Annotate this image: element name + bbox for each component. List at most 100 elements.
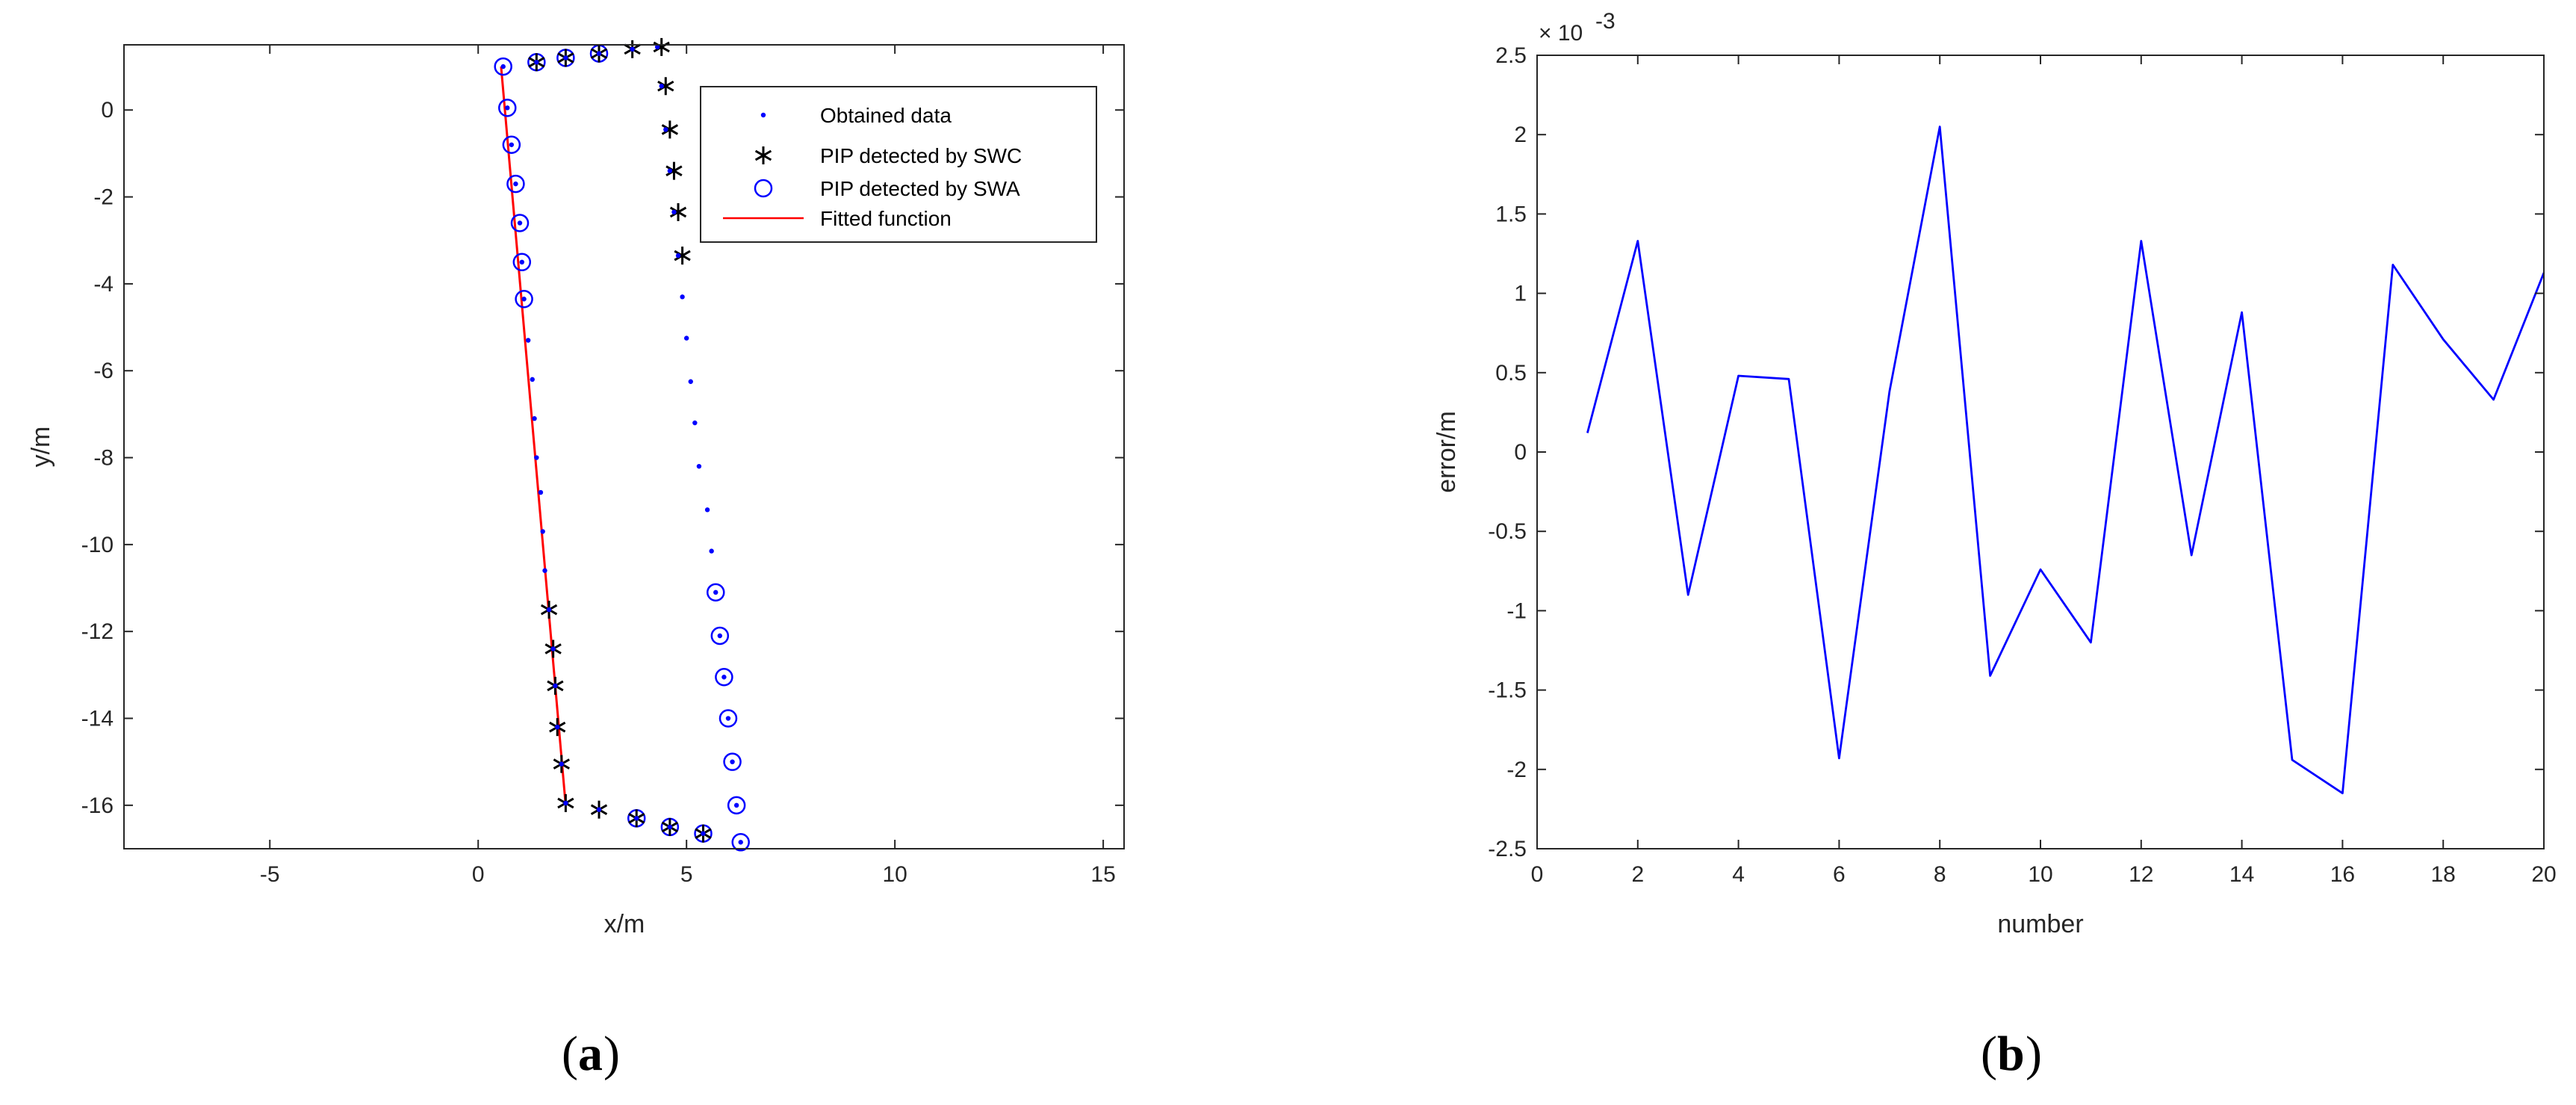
x-tick-label: 8: [1934, 862, 1946, 887]
obtained-data-point: [733, 802, 739, 808]
y-tick-label: -14: [81, 707, 114, 731]
legend-label-obtained-data: Obtained data: [820, 104, 952, 127]
pip-swa-point: [498, 99, 517, 117]
y-ticks-b: 2.5 2 1.5 1 0.5 0 -0.5 -1 -1.5 -2 -2.5: [1488, 43, 2544, 861]
x-tick-label: 10: [882, 862, 907, 887]
panel-label-b: ( b ): [1981, 1027, 2042, 1081]
x-ticks-b: 0 2 4 6 8 10 12 14 16 18 20: [1531, 55, 2557, 887]
pip-swa-point: [502, 135, 521, 155]
chart-a: -5 0 5 10 15 0 -2 -4 -6 -8 -10 -12 -14 -16 x/m y/m O…: [27, 37, 1125, 1081]
scatter-marks-a: [494, 37, 750, 852]
obtained-data-point: [696, 463, 702, 469]
obtained-data-point: [704, 507, 710, 513]
y-tick-label: -0.5: [1488, 519, 1527, 544]
x-tick-label: 20: [2531, 862, 2556, 887]
x-tick-label: 10: [2028, 862, 2052, 887]
y-tick-label: -6: [93, 359, 114, 383]
x-tick-label: 2: [1631, 862, 1644, 887]
obtained-data-point: [654, 44, 660, 50]
obtained-data-point: [532, 415, 537, 421]
panel-label-b-open-paren: (: [1981, 1027, 1997, 1081]
pip-swc-point: [657, 77, 674, 96]
y-axis-label-a: y/m: [27, 427, 55, 468]
obtained-data-point: [659, 84, 664, 89]
obtained-data-point: [546, 607, 552, 613]
obtained-data-point: [692, 420, 698, 426]
y-tick-label: -8: [93, 446, 114, 471]
y-tick-label: 0: [101, 98, 114, 123]
legend-entry-pip-swa: PIP detected by SWA: [754, 177, 1020, 200]
y-tick-label: -1: [1506, 598, 1527, 623]
obtained-data-point: [500, 64, 506, 69]
obtained-data-point: [675, 253, 681, 259]
pip-swc-point: [665, 161, 683, 180]
pip-swa-point: [506, 174, 525, 194]
obtained-data-point: [505, 105, 510, 111]
x-tick-label: 4: [1732, 862, 1745, 887]
plot-frame-a: [123, 44, 1125, 849]
y-axis-label-b: error/m: [1433, 411, 1461, 493]
y-tick-label: 0: [1514, 440, 1527, 465]
y-tick-label: -2: [93, 185, 114, 210]
obtained-data-point: [517, 220, 523, 226]
panel-label-a-close-paren: ): [603, 1027, 620, 1081]
pip-swc-point: [661, 120, 679, 139]
x-tick-label: -5: [260, 862, 280, 887]
legend-dot-marker: [760, 112, 766, 118]
obtained-data-point: [563, 800, 568, 806]
pip-swa-point: [715, 668, 733, 687]
exponent-multiplier: × 10 -3: [1539, 9, 1616, 46]
x-tick-label: 0: [1531, 862, 1544, 887]
legend-circle-marker: [754, 179, 773, 198]
pip-swa-point: [494, 57, 512, 76]
y-tick-label: -12: [81, 619, 114, 644]
obtained-data-point: [513, 181, 518, 187]
pip-swa-point: [710, 626, 730, 646]
y-tick-label: -4: [93, 272, 114, 297]
pip-swa-point: [723, 752, 742, 771]
obtained-data-point: [721, 675, 727, 680]
y-tick-label: 1: [1514, 282, 1527, 306]
obtained-data-point: [540, 529, 545, 534]
legend-asterisk-marker: [754, 146, 772, 164]
x-tick-label: 14: [2229, 862, 2254, 887]
obtained-data-point: [534, 455, 539, 460]
pip-swc-point: [653, 37, 670, 56]
y-tick-label: 1.5: [1495, 202, 1527, 226]
y-tick-label: 0.5: [1495, 361, 1527, 386]
x-ticks-a: -5 0 5 10 15: [260, 45, 1116, 887]
x-tick-label: 5: [680, 862, 693, 887]
pip-swa-point: [510, 214, 530, 232]
pip-swa-point: [706, 583, 725, 602]
obtained-data-point: [717, 633, 723, 639]
legend-entry-fitted-function: Fitted function: [723, 207, 952, 230]
obtained-data-point: [634, 816, 639, 821]
obtained-data-point: [555, 724, 560, 730]
y-tick-label: -1.5: [1488, 678, 1527, 703]
obtained-data-point: [725, 716, 731, 721]
legend-entry-pip-swc: PIP detected by SWC: [754, 144, 1022, 167]
obtained-data-point: [688, 379, 693, 384]
obtained-data-point: [713, 589, 719, 595]
y-tick-label: -10: [81, 533, 114, 557]
x-tick-label: 0: [472, 862, 485, 887]
obtained-data-point: [596, 51, 602, 56]
error-line-series: [1586, 126, 2545, 795]
panel-label-a-open-paren: (: [562, 1027, 578, 1081]
obtained-data-point: [530, 377, 535, 383]
x-tick-label: 18: [2431, 862, 2456, 887]
obtained-data-point: [519, 259, 525, 265]
obtained-data-point: [667, 824, 673, 830]
obtained-data-point: [563, 55, 568, 61]
x-tick-label: 6: [1833, 862, 1846, 887]
pip-swa-point: [515, 289, 533, 309]
obtained-data-point: [534, 60, 539, 65]
exponent-base: × 10: [1539, 21, 1583, 46]
x-tick-label: 15: [1090, 862, 1115, 887]
obtained-data-point: [521, 297, 527, 302]
legend-entry-obtained-data: Obtained data: [760, 104, 952, 127]
obtained-data-point: [730, 759, 735, 764]
legend-label-fitted-function: Fitted function: [820, 207, 952, 230]
x-tick-label: 12: [2129, 862, 2153, 887]
y-tick-label: 2.5: [1495, 43, 1527, 68]
